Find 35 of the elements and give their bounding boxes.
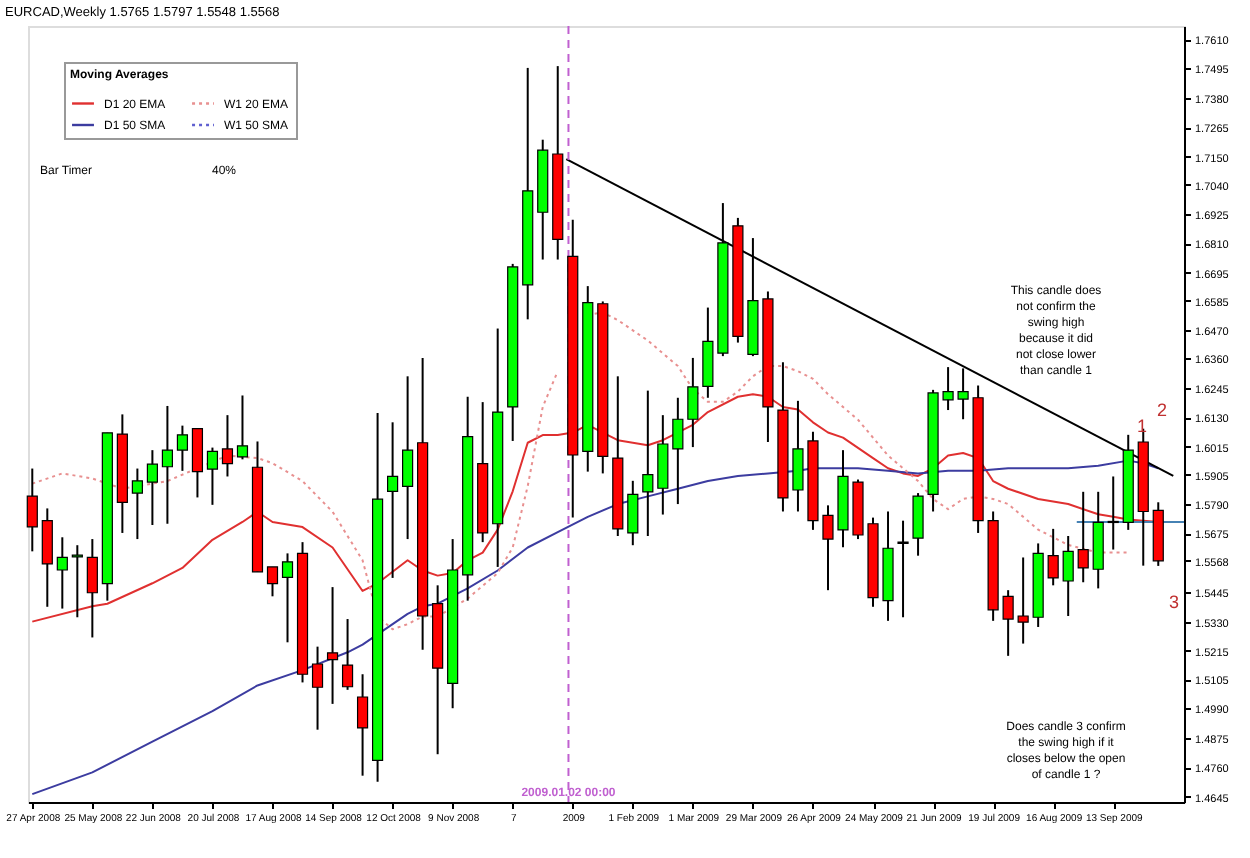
candlestick — [672, 396, 684, 506]
candlestick — [161, 404, 174, 525]
candlestick — [311, 645, 324, 731]
candlestick — [266, 565, 279, 598]
candlestick — [206, 446, 219, 506]
candlestick — [191, 427, 204, 499]
candlestick — [236, 394, 249, 461]
candlestick — [26, 467, 38, 553]
candlestick — [642, 389, 654, 538]
candlestick — [1062, 535, 1074, 617]
candlestick — [326, 586, 339, 705]
candlestick — [341, 618, 354, 691]
candlestick — [281, 552, 294, 644]
candlestick — [402, 375, 414, 541]
candlestick — [146, 449, 158, 527]
candlestick — [71, 544, 83, 619]
candlestick — [176, 424, 189, 472]
candlestick — [1107, 475, 1119, 551]
annotation: 1 — [1136, 416, 1148, 436]
candlestick — [41, 507, 53, 608]
annotation: 2 — [1156, 400, 1168, 420]
candlestick — [356, 673, 369, 777]
candlestick — [221, 414, 234, 478]
candlestick — [897, 519, 909, 619]
candlestick — [657, 414, 669, 516]
candlestick — [1077, 490, 1089, 584]
candlestick — [1092, 490, 1104, 590]
candlestick — [912, 492, 924, 557]
candlestick — [1047, 527, 1059, 587]
candlestick — [56, 536, 68, 610]
candlestick — [131, 467, 143, 541]
candlestick — [86, 538, 98, 639]
annotation: 3 — [1168, 592, 1180, 612]
candlestick — [387, 421, 399, 579]
candlestick — [627, 479, 639, 547]
